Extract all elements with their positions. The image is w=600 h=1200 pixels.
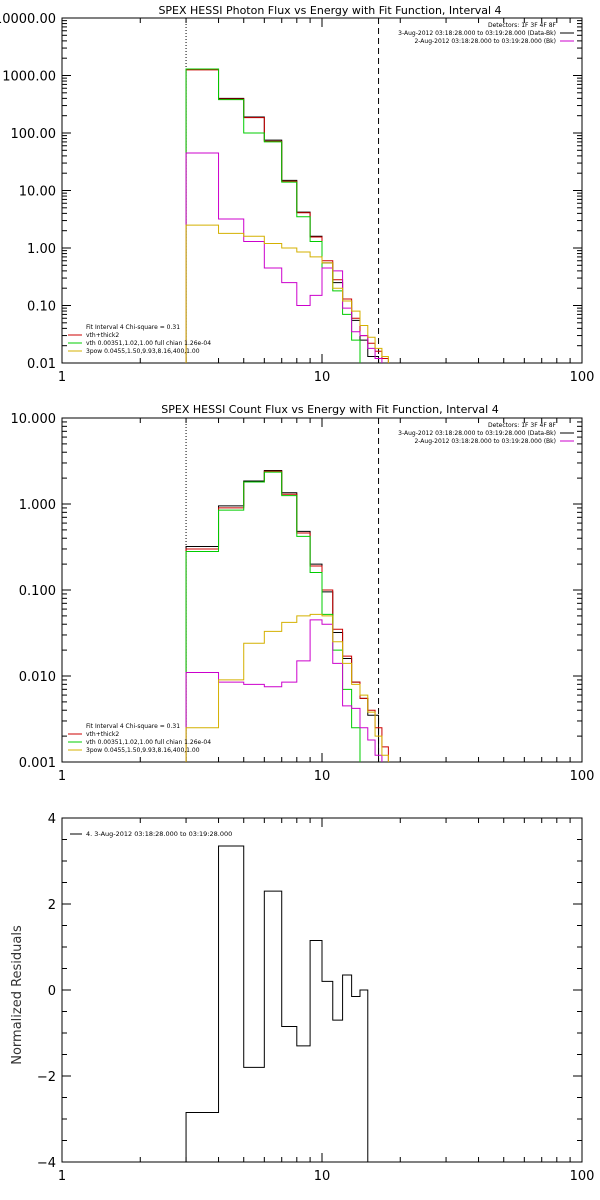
photon-y-tick-label: 1.00	[27, 242, 56, 257]
count-legend-top-entry: Detectors: 1F 3F 4F 8F	[488, 422, 557, 429]
photon-x-tick-label: 1	[58, 370, 66, 385]
photon-legend-top-entry: Detectors: 1F 3F 4F 8F	[488, 22, 557, 29]
photon-x-tick-label: 10	[314, 370, 331, 385]
residuals-panel: Normalized Residuals 4. 3-Aug-2012 03:18…	[10, 812, 594, 1184]
residual-y-tick-label: −4	[37, 1156, 56, 1171]
photon-series-1-histogram	[185, 69, 389, 363]
count-legend-bottom-entry: vth+thick2	[86, 731, 119, 738]
residual-y-tick-label: 4	[48, 812, 56, 827]
count-legend-bottom-entry: Fit Interval 4 Chi-square = 0.31	[86, 723, 180, 730]
residuals-legend-entry: 4. 3-Aug-2012 03:18:28.000 to 03:19:28.0…	[86, 830, 232, 838]
count-flux-title: SPEX HESSI Count Flux vs Energy with Fit…	[161, 403, 498, 416]
count-series-0-histogram	[185, 470, 380, 762]
residuals-y-axis-label: Normalized Residuals	[10, 925, 25, 1065]
photon-legend-bottom-entry: vth 0.00351,1.02,1.00 full chian 1.26e-0…	[86, 340, 211, 347]
photon-y-tick-label: 0.01	[27, 357, 56, 372]
residual-y-tick-label: 0	[48, 984, 56, 999]
photon-plot-frame	[61, 17, 583, 364]
residual-series-0-histogram	[185, 845, 369, 1162]
photon-series-0-histogram	[185, 68, 380, 363]
photon-series-2-histogram	[185, 68, 361, 363]
photon-flux-panel: SPEX HESSI Photon Flux vs Energy with Fi…	[0, 4, 594, 385]
residual-x-tick-label: 100	[570, 1169, 595, 1184]
count-y-tick-label: 1.000	[19, 498, 56, 513]
residual-plot-frame	[61, 817, 583, 1163]
photon-series-4-histogram	[185, 224, 389, 363]
photon-y-tick-label: 0.10	[27, 300, 56, 315]
photon-legend-bottom-entry: 3pow 0.0455,1.50,9.93,8.16,400,1.00	[86, 348, 200, 355]
count-legend-top-entry: 2-Aug-2012 03:18:28.000 to 03:19:28.000 …	[414, 438, 556, 445]
count-y-tick-label: 0.010	[19, 670, 56, 685]
residual-y-tick-label: −2	[37, 1070, 56, 1085]
photon-legend-bottom-entry: vth+thick2	[86, 332, 119, 339]
photon-legend-top-entry: 2-Aug-2012 03:18:28.000 to 03:19:28.000 …	[414, 38, 556, 45]
count-series-3-histogram	[185, 619, 383, 762]
photon-y-tick-label: 10000.00	[0, 12, 56, 27]
count-legend-top-entry: 3-Aug-2012 03:18:28.000 to 03:19:28.000 …	[398, 430, 556, 437]
photon-y-tick-label: 100.00	[11, 127, 57, 142]
count-series-2-histogram	[185, 471, 361, 762]
photon-y-tick-label: 10.00	[19, 185, 56, 200]
count-y-tick-label: 0.001	[19, 756, 56, 771]
residual-x-tick-label: 10	[314, 1169, 331, 1184]
residual-x-tick-label: 1	[58, 1169, 66, 1184]
photon-y-tick-label: 1000.00	[2, 70, 56, 85]
count-series-1-histogram	[185, 470, 389, 762]
count-y-tick-label: 0.100	[19, 584, 56, 599]
photon-legend-bottom-entry: Fit Interval 4 Chi-square = 0.31	[86, 324, 180, 331]
count-x-tick-label: 100	[570, 769, 595, 784]
photon-legend-top-entry: 3-Aug-2012 03:18:28.000 to 03:19:28.000 …	[398, 30, 556, 37]
count-legend-bottom-entry: vth 0.00351,1.02,1.00 full chian 1.26e-0…	[86, 739, 211, 746]
count-y-tick-label: 10.000	[11, 412, 57, 427]
count-x-tick-label: 1	[58, 769, 66, 784]
photon-flux-title: SPEX HESSI Photon Flux vs Energy with Fi…	[158, 4, 501, 17]
count-legend-bottom-entry: 3pow 0.0455,1.50,9.93,8.16,400,1.00	[86, 747, 200, 754]
count-flux-panel: SPEX HESSI Count Flux vs Energy with Fit…	[11, 403, 595, 784]
count-series-4-histogram	[185, 613, 389, 762]
count-x-tick-label: 10	[314, 769, 331, 784]
residual-y-tick-label: 2	[48, 898, 56, 913]
photon-x-tick-label: 100	[570, 370, 595, 385]
